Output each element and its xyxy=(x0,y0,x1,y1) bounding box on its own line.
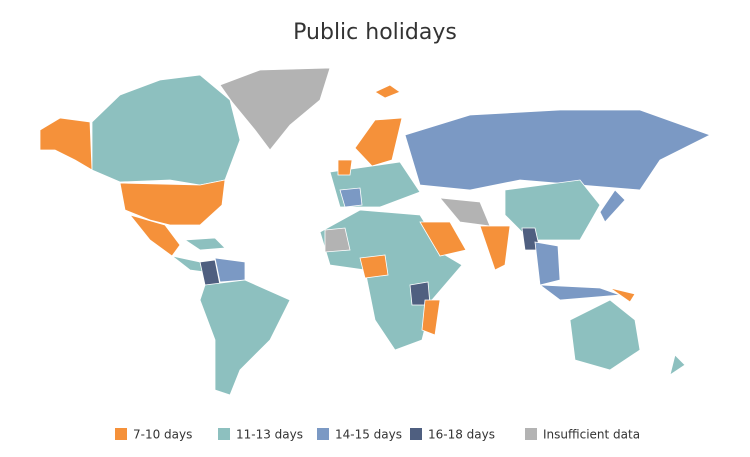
legend-label: 7-10 days xyxy=(133,428,192,442)
region xyxy=(479,225,511,271)
region xyxy=(199,279,291,396)
region xyxy=(183,237,226,251)
legend-label: Insufficient data xyxy=(543,428,640,442)
world-map xyxy=(39,67,712,396)
map-title: Public holidays xyxy=(293,20,457,45)
region xyxy=(354,117,403,167)
legend: 7-10 days 11-13 days 14-15 days 16-18 days I… xyxy=(115,428,640,442)
region xyxy=(538,284,621,301)
region xyxy=(339,187,363,208)
region xyxy=(404,109,712,191)
region xyxy=(504,179,601,241)
legend-swatch xyxy=(115,428,127,440)
region xyxy=(669,354,686,376)
legend-label: 11-13 days xyxy=(236,428,303,442)
region xyxy=(374,84,401,99)
region xyxy=(569,299,641,371)
legend-label: 16-18 days xyxy=(428,428,495,442)
region xyxy=(609,287,636,303)
region xyxy=(214,257,246,283)
legend-label: 14-15 days xyxy=(335,428,402,442)
region xyxy=(219,67,331,151)
region xyxy=(534,241,561,286)
region xyxy=(39,117,93,171)
region xyxy=(324,227,351,253)
legend-swatch xyxy=(525,428,537,440)
legend-swatch xyxy=(218,428,230,440)
region xyxy=(421,299,441,336)
region xyxy=(359,254,389,279)
region xyxy=(419,221,467,257)
region xyxy=(599,189,626,223)
region xyxy=(128,214,181,257)
region xyxy=(91,74,241,186)
region xyxy=(337,159,353,176)
legend-swatch xyxy=(410,428,422,440)
region xyxy=(119,179,226,226)
legend-swatch xyxy=(317,428,329,440)
